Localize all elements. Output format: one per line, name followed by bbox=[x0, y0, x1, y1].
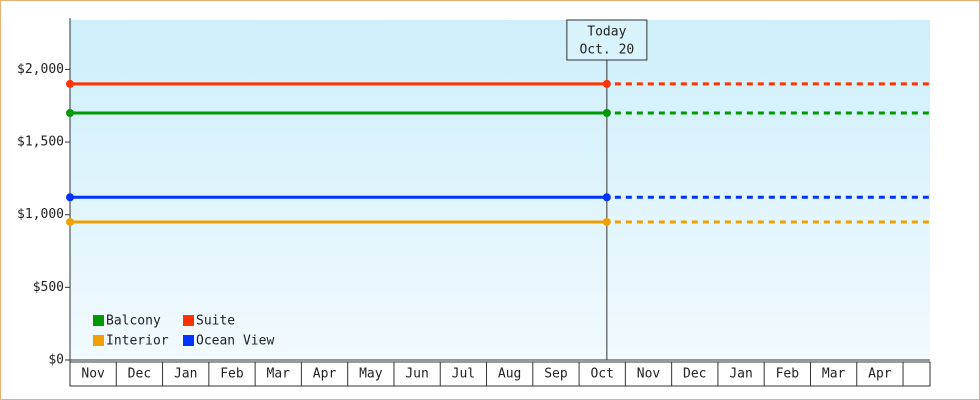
plot-area bbox=[70, 20, 930, 360]
x-tick-label: Aug bbox=[498, 367, 521, 382]
series-point bbox=[602, 79, 611, 88]
y-tick-label: $1,000 bbox=[17, 207, 64, 222]
legend-swatch bbox=[93, 315, 104, 326]
series-point bbox=[602, 108, 611, 117]
series-point bbox=[66, 108, 74, 117]
today-box bbox=[566, 19, 648, 61]
x-tick-label: Nov bbox=[81, 367, 105, 382]
x-tick-label: Oct bbox=[590, 367, 613, 382]
x-tick-label: Mar bbox=[822, 367, 846, 382]
x-tick-label: Jan bbox=[174, 367, 197, 382]
legend-swatch bbox=[183, 315, 194, 326]
y-tick-label: $500 bbox=[33, 280, 64, 295]
y-tick-label: $2,000 bbox=[17, 62, 64, 77]
y-tick-label: $1,500 bbox=[17, 135, 64, 150]
legend-label: Interior bbox=[106, 334, 169, 349]
x-tick-label: Dec bbox=[683, 367, 706, 382]
y-tick-label: $0 bbox=[48, 353, 64, 368]
x-tick-label: Apr bbox=[313, 367, 337, 382]
today-label: Oct. 20 bbox=[579, 43, 634, 58]
today-label: Today bbox=[587, 25, 626, 40]
series-point bbox=[66, 79, 74, 88]
x-tick-label: Feb bbox=[220, 367, 244, 382]
x-tick-label: Jan bbox=[729, 367, 752, 382]
x-tick-label: Feb bbox=[776, 367, 800, 382]
legend-swatch bbox=[93, 335, 104, 346]
x-tick-label: Jun bbox=[405, 367, 428, 382]
legend-swatch bbox=[183, 335, 194, 346]
x-tick-label: Mar bbox=[267, 367, 291, 382]
legend-label: Balcony bbox=[106, 314, 161, 329]
series-point bbox=[602, 217, 611, 226]
x-tick-label: Jul bbox=[452, 367, 475, 382]
x-tick-label: Sep bbox=[544, 367, 568, 382]
series-point bbox=[66, 217, 74, 226]
legend-label: Suite bbox=[196, 314, 235, 329]
series-point bbox=[602, 193, 611, 202]
x-tick-label: Nov bbox=[637, 367, 661, 382]
x-tick-label: May bbox=[359, 367, 383, 382]
series-point bbox=[66, 193, 74, 202]
x-tick-label: Dec bbox=[128, 367, 151, 382]
x-tick-label: Apr bbox=[868, 367, 892, 382]
legend-label: Ocean View bbox=[196, 334, 274, 349]
